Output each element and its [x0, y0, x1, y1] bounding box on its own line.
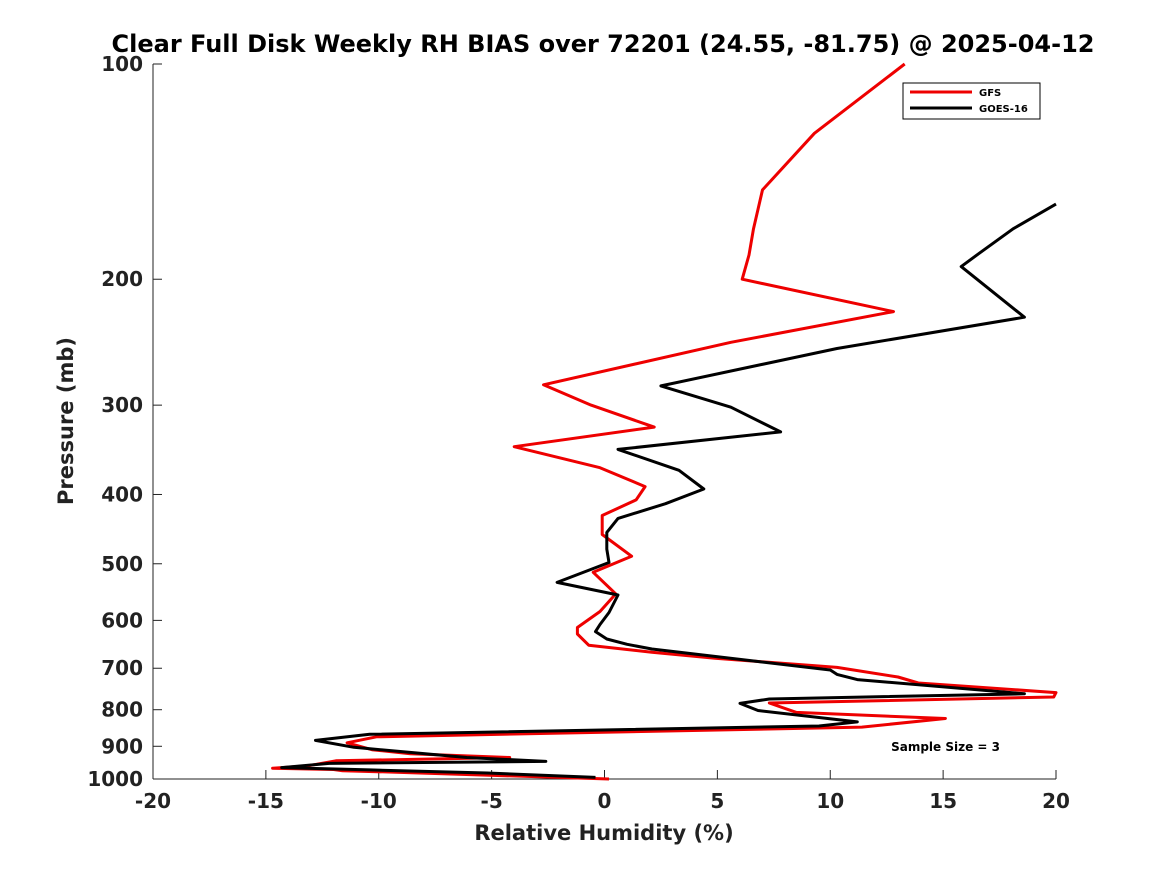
- y-axis-ticks: 100 200 300 400 500 600 700 800 900 1000: [87, 52, 162, 791]
- series-lines: [271, 62, 1058, 781]
- x-tick-label-2: -10: [361, 789, 397, 813]
- legend-label-gfs: GFS: [979, 88, 1001, 99]
- x-axis-label: Relative Humidity (%): [474, 821, 733, 845]
- series-line-gfs: [271, 62, 1058, 781]
- y-tick-label-5: 600: [101, 608, 143, 632]
- x-tick-label-5: 5: [710, 789, 724, 813]
- y-tick-label-9: 1000: [87, 767, 143, 791]
- x-tick-label-0: -20: [135, 789, 171, 813]
- y-tick-label-7: 800: [101, 698, 143, 722]
- y-tick-label-0: 100: [101, 52, 143, 76]
- y-tick-label-8: 900: [101, 734, 143, 758]
- legend-label-goes16: GOES-16: [979, 104, 1028, 115]
- series-line-goes16: [280, 202, 1057, 779]
- y-tick-label-3: 400: [101, 482, 143, 506]
- x-tick-label-3: -5: [481, 789, 503, 813]
- y-tick-label-1: 200: [101, 267, 143, 291]
- y-axis-label: Pressure (mb): [54, 337, 78, 505]
- sample-size-annotation: Sample Size = 3: [891, 740, 1000, 754]
- chart-title: Clear Full Disk Weekly RH BIAS over 7220…: [112, 30, 1095, 58]
- y-tick-label-4: 500: [101, 552, 143, 576]
- x-tick-label-6: 10: [816, 789, 844, 813]
- x-tick-label-1: -15: [248, 789, 284, 813]
- legend: GFS GOES-16: [902, 82, 1041, 120]
- x-axis-ticks: -20 -15 -10 -5 0 5 10 15 20: [135, 770, 1070, 813]
- y-tick-label-2: 300: [101, 393, 143, 417]
- x-tick-label-7: 15: [929, 789, 957, 813]
- y-tick-label-6: 700: [101, 656, 143, 680]
- x-tick-label-8: 20: [1042, 789, 1070, 813]
- x-tick-label-4: 0: [598, 789, 612, 813]
- legend-box: [902, 82, 1041, 120]
